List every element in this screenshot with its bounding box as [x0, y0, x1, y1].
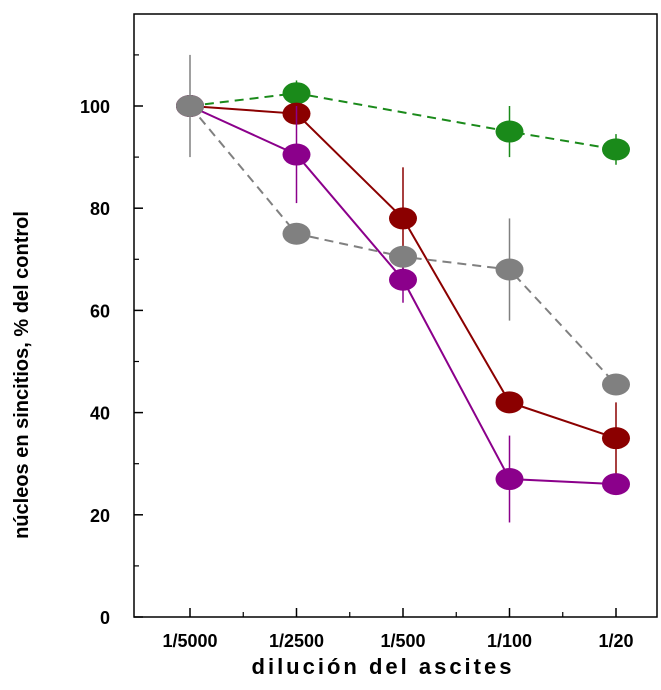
data-point [602, 373, 630, 396]
y-axis-title: núcleos en sincitios, % del control [11, 211, 33, 539]
series-1 [176, 80, 630, 165]
y-tick-label: 60 [90, 301, 110, 321]
x-tick-label: 1/500 [380, 631, 425, 651]
x-tick-label: 1/5000 [162, 631, 217, 651]
y-tick-label: 100 [80, 97, 110, 117]
x-tick-label: 1/2500 [269, 631, 324, 651]
series-3 [176, 95, 630, 523]
x-tick-label: 1/20 [598, 631, 633, 651]
y-tick-label: 80 [90, 199, 110, 219]
series-line [189, 92, 617, 151]
data-point [389, 245, 417, 268]
y-tick-label: 40 [90, 404, 110, 424]
data-point [495, 468, 524, 491]
y-tick-label: 20 [90, 506, 110, 526]
data-point [176, 95, 204, 117]
data-point [495, 120, 524, 143]
data-point [602, 427, 630, 450]
data-point [282, 82, 311, 105]
data-point [495, 391, 524, 414]
data-point [389, 207, 417, 230]
series-layer [176, 54, 630, 523]
x-axis: 1/5000 1/2500 1/500 1/100 1/20 [162, 608, 634, 651]
series-4 [176, 54, 630, 396]
x-axis-title: dilución del ascites [252, 654, 515, 679]
plot-frame [133, 13, 658, 618]
plot-area [133, 13, 658, 618]
data-point [602, 138, 630, 161]
data-point [602, 473, 630, 496]
data-point [495, 258, 524, 281]
data-point [282, 143, 311, 166]
data-point [282, 222, 311, 245]
y-axis: 0 20 40 60 80 100 [80, 54, 143, 628]
y-tick-label: 0 [100, 608, 110, 628]
data-point [389, 268, 417, 291]
x-tick-label: 1/100 [487, 631, 532, 651]
